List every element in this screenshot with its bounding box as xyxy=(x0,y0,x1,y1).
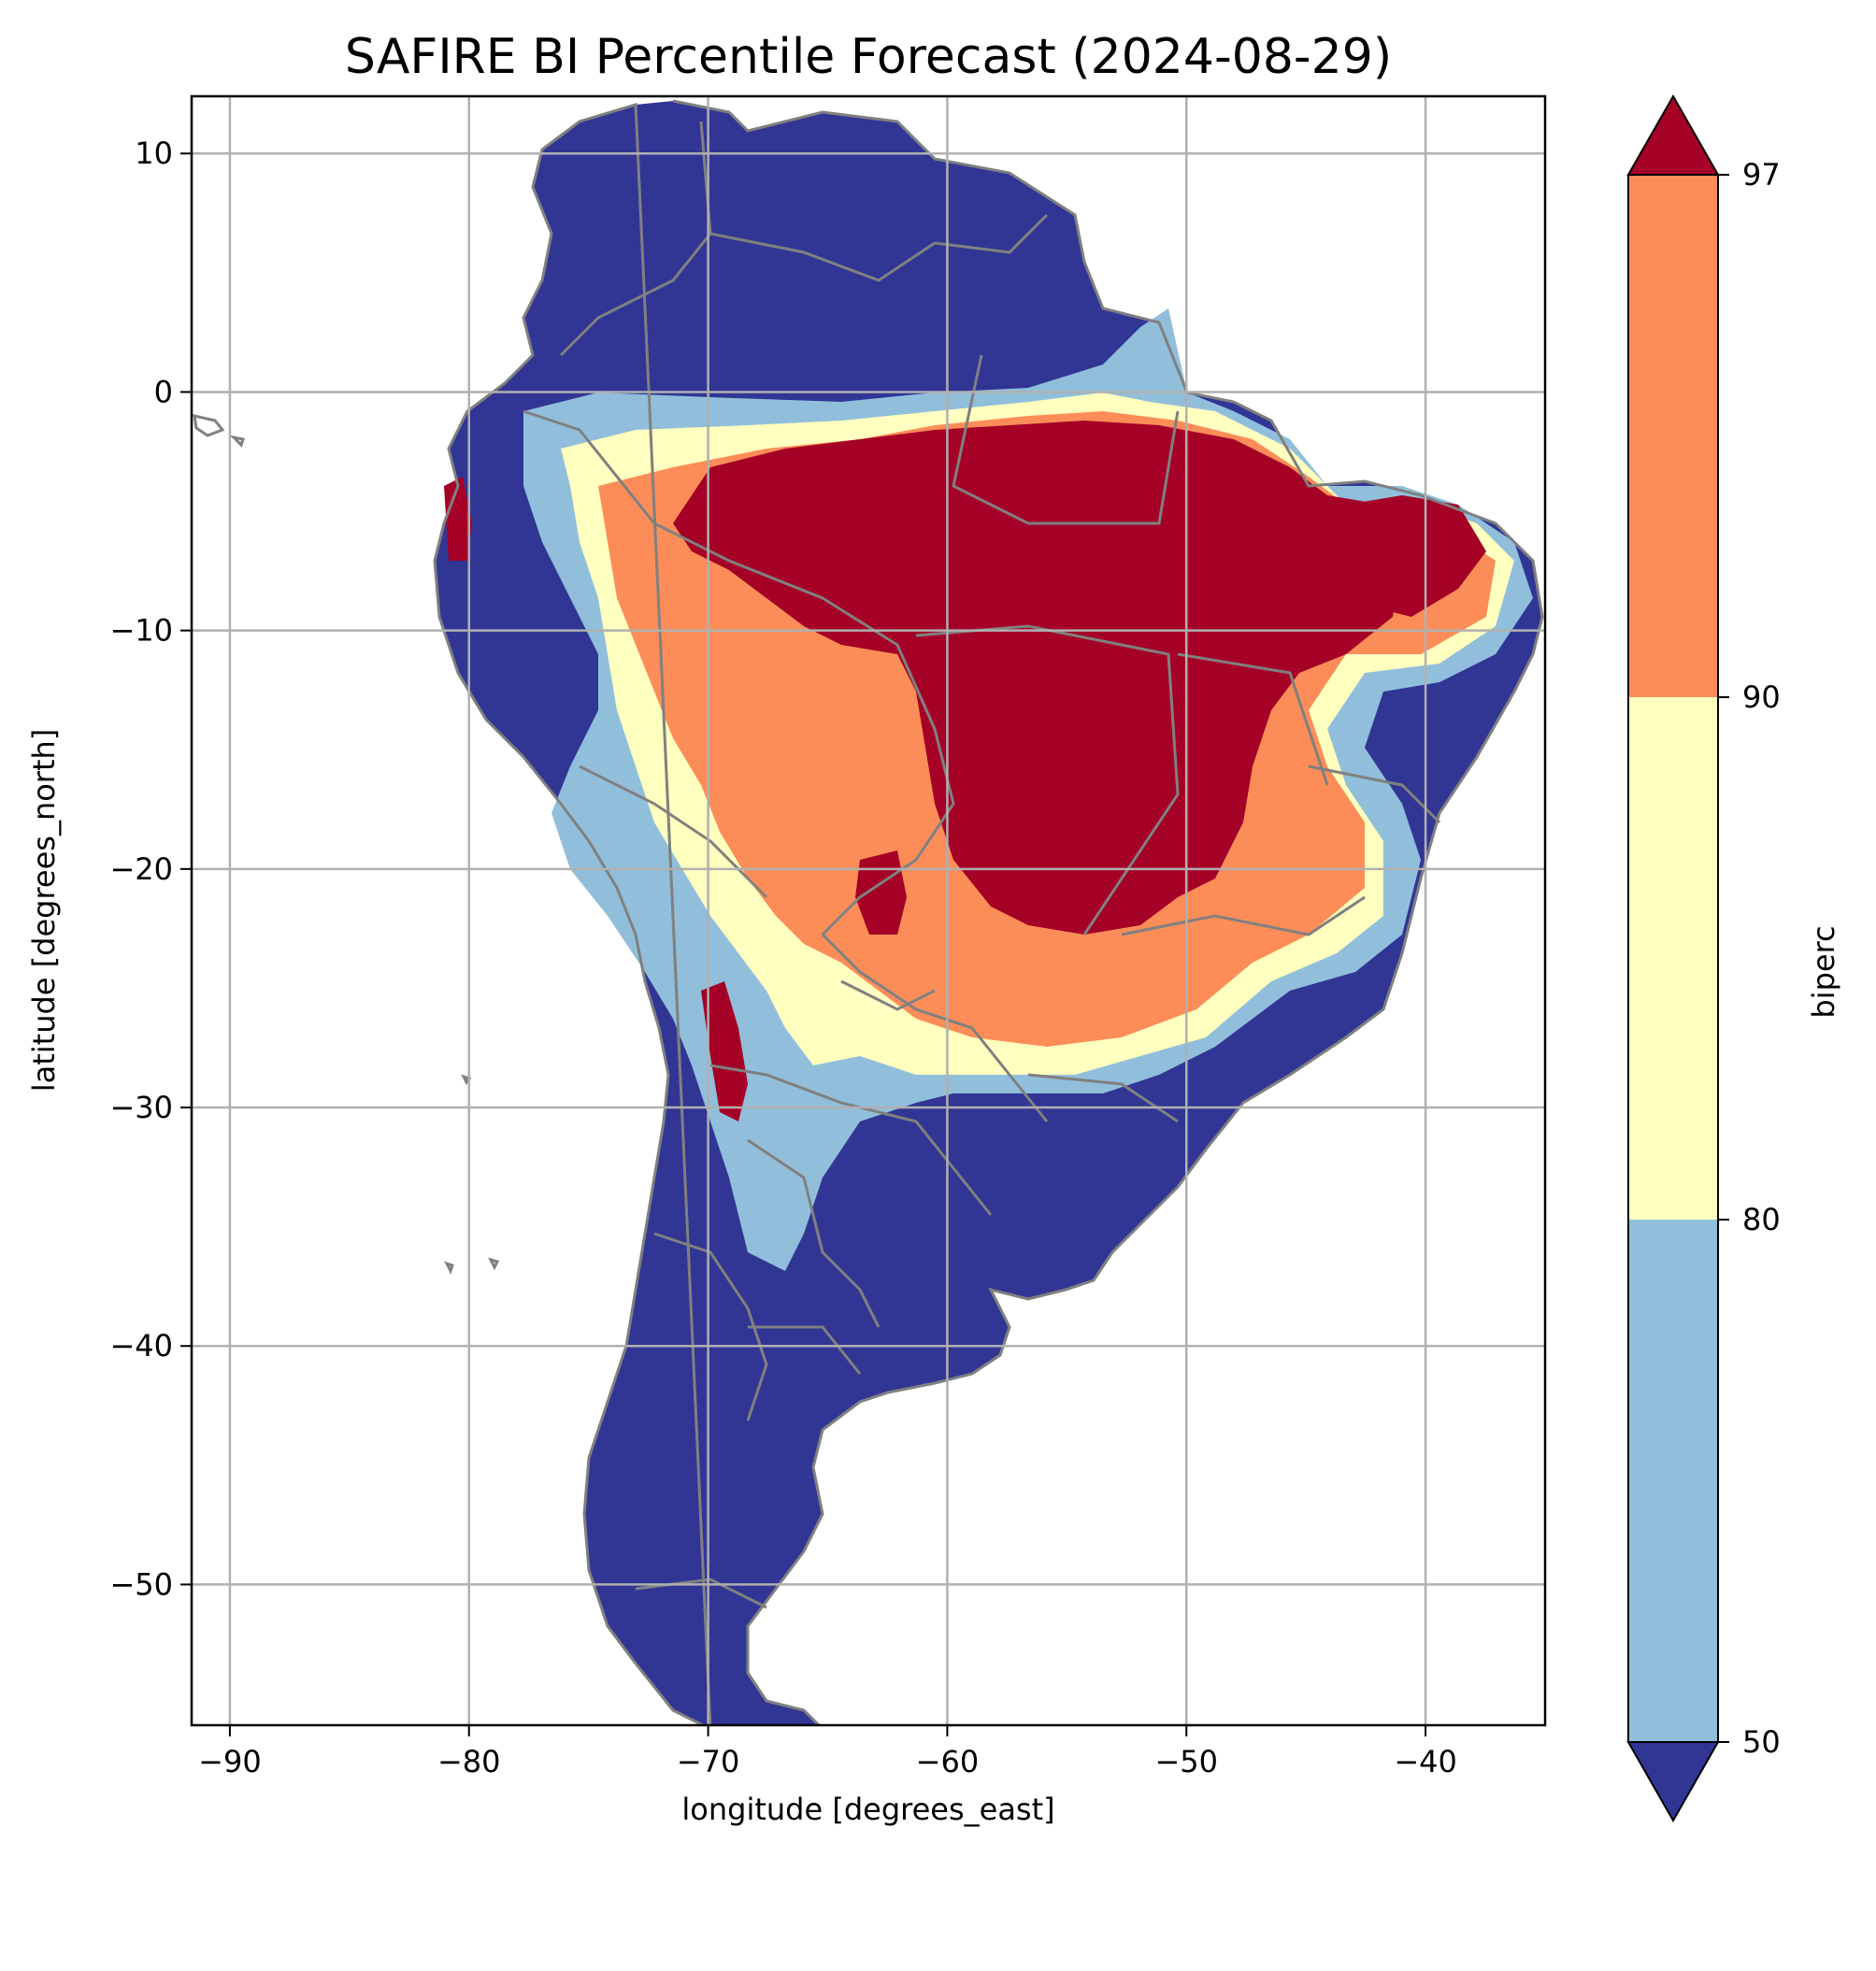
y-axis-ticks: 10 0 −10 −20 −30 −40 −50 xyxy=(109,136,192,1602)
y-tick-label: −10 xyxy=(109,613,173,649)
colorbar-extend-bottom xyxy=(1626,1741,1720,1823)
country-borders xyxy=(433,99,1544,1725)
region-above-97-pantanal xyxy=(855,850,907,935)
region-above-97-east xyxy=(1346,495,1486,617)
colorbar-tick-label: 80 xyxy=(1742,1202,1781,1237)
y-tick-label: −40 xyxy=(109,1328,173,1364)
colorbar-band-90-97 xyxy=(1628,175,1718,697)
heatmap-layers xyxy=(193,99,1544,1725)
colorbar-label: biperc xyxy=(1806,925,1841,1018)
x-axis-ticks: −90 −80 −70 −60 −50 −40 xyxy=(198,1725,1457,1779)
colorbar-extend-top xyxy=(1626,93,1720,176)
axes-frame xyxy=(190,94,1547,1727)
y-axis-label: latitude [degrees_north] xyxy=(26,729,62,1093)
y-tick-label: 10 xyxy=(135,136,173,171)
island-san-felix xyxy=(461,1074,472,1085)
x-tick-label: −80 xyxy=(437,1744,501,1779)
region-above-97-coast xyxy=(444,477,472,561)
islands-galapagos xyxy=(193,414,245,448)
x-tick-label: −50 xyxy=(1154,1744,1218,1779)
colorbar-band-80-90 xyxy=(1628,697,1718,1220)
region-above-97 xyxy=(673,421,1402,935)
x-tick-label: −70 xyxy=(677,1744,740,1779)
y-tick-label: −50 xyxy=(109,1566,173,1602)
x-tick-label: −60 xyxy=(916,1744,980,1779)
map-title: SAFIRE BI Percentile Forecast (2024-08-2… xyxy=(345,29,1392,85)
region-above-97-andes xyxy=(701,981,748,1121)
gridlines xyxy=(192,96,1545,1725)
x-axis-label: longitude [degrees_east] xyxy=(681,1792,1054,1827)
colorbar-ticks: 97 90 80 50 xyxy=(1718,157,1781,1760)
colorbar-frame xyxy=(1627,174,1719,1743)
y-tick-label: 0 xyxy=(154,374,173,409)
colorbar-band-50-80 xyxy=(1628,1220,1718,1742)
colorbar: 97 90 80 50 biperc xyxy=(1626,93,1841,1823)
colorbar-tick-label: 50 xyxy=(1742,1724,1781,1760)
x-tick-label: −40 xyxy=(1394,1744,1457,1779)
colorbar-tick-label: 97 xyxy=(1742,157,1781,193)
y-tick-label: −30 xyxy=(109,1090,173,1125)
colorbar-tick-label: 90 xyxy=(1742,679,1781,715)
x-tick-label: −90 xyxy=(198,1744,262,1779)
y-tick-label: −20 xyxy=(109,851,173,887)
islands-juan-fernandez xyxy=(444,1257,500,1275)
